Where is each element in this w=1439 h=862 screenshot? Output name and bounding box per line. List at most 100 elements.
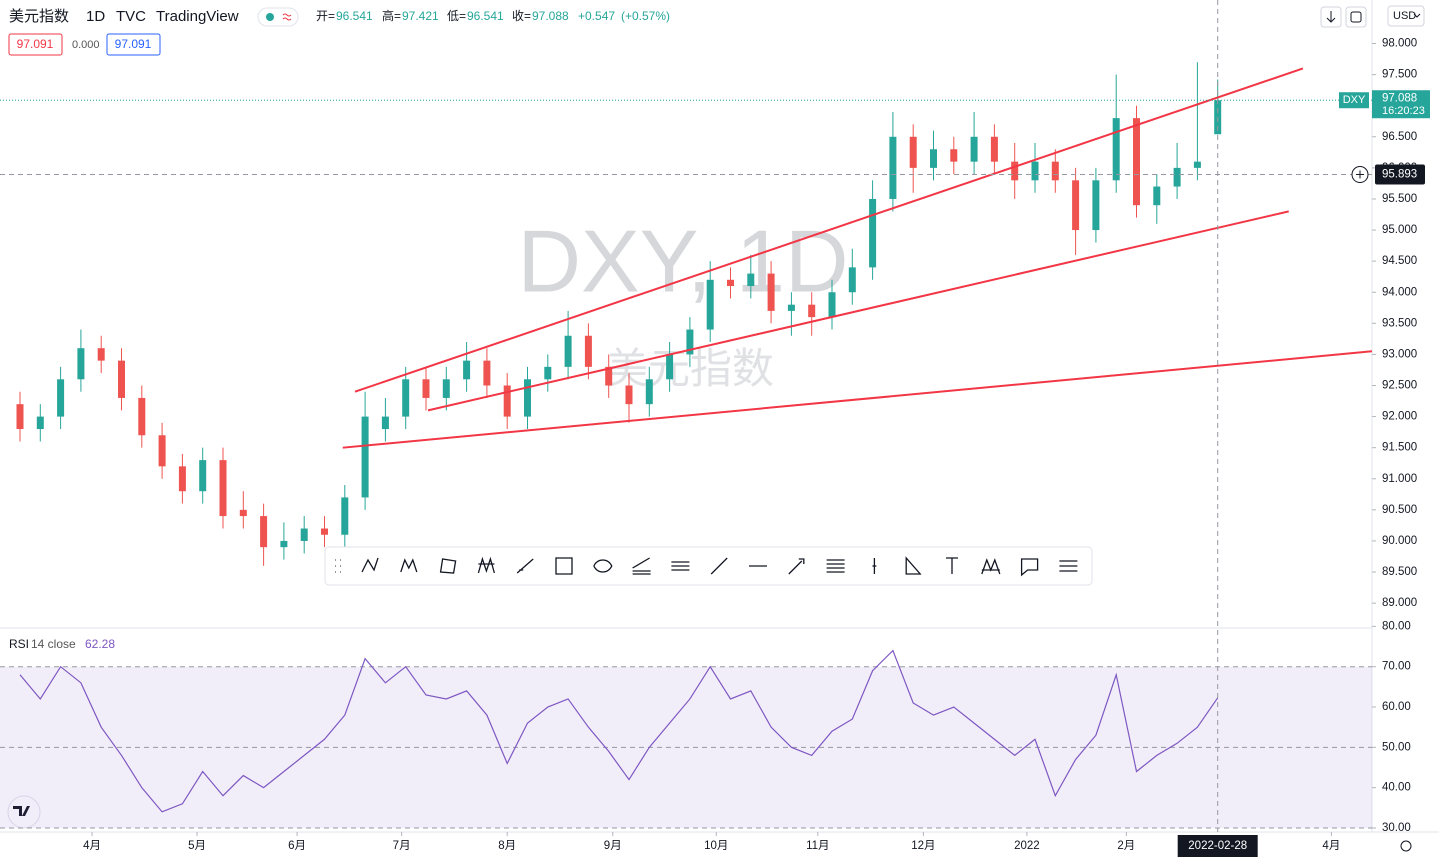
tool-button[interactable] <box>818 550 853 582</box>
download-icon <box>1326 11 1336 23</box>
trendline <box>354 67 1304 393</box>
candle-body <box>605 366 613 386</box>
y-tick-label: 93.000 <box>1382 348 1417 360</box>
y-tick-label: 95.500 <box>1382 193 1417 205</box>
trendline <box>427 210 1289 412</box>
candle-body <box>848 267 856 293</box>
y-tick-label: 90.500 <box>1382 504 1417 516</box>
watermark: DXY, 1D <box>518 211 849 310</box>
tool-button[interactable] <box>469 550 504 582</box>
candle-body <box>1153 186 1161 206</box>
tool-icon <box>826 559 845 573</box>
indicator-value: 97.091 <box>115 37 152 51</box>
settings-icon[interactable] <box>1400 840 1412 852</box>
x-tick-label: 6月 <box>288 840 306 852</box>
currency: USD <box>1393 10 1416 22</box>
tool-button[interactable] <box>1012 550 1047 582</box>
source: TradingView <box>156 8 239 25</box>
rsi-tick-label: 70.00 <box>1382 661 1411 673</box>
candle-body <box>503 385 511 417</box>
tool-icon <box>1020 558 1039 577</box>
reset-button[interactable] <box>1345 6 1367 28</box>
currency-selector[interactable] <box>1387 5 1425 27</box>
symbol: 美元指数 <box>9 8 69 25</box>
candle-body <box>138 397 146 436</box>
status-pill[interactable] <box>257 7 299 27</box>
candle-body <box>422 379 430 398</box>
candle-body <box>990 136 998 162</box>
candle-body <box>544 366 552 380</box>
y-tick-label: 97.500 <box>1382 69 1417 81</box>
candle-body <box>828 292 836 318</box>
candle-body <box>280 540 288 548</box>
tool-button[interactable] <box>585 550 620 582</box>
tool-icon <box>671 561 690 571</box>
candle-body <box>1031 161 1039 181</box>
x-tick-label: 10月 <box>704 840 728 852</box>
low-label: 低= <box>447 9 466 23</box>
rsi-params: 14 close <box>31 637 76 651</box>
candle-body <box>1092 180 1100 231</box>
tool-button[interactable] <box>973 550 1008 582</box>
close: 97.088 <box>532 9 569 23</box>
candle-body <box>909 136 917 168</box>
y-tick-label: 95.000 <box>1382 224 1417 236</box>
tool-button[interactable] <box>353 550 387 582</box>
status-dot <box>266 13 274 21</box>
y-tick-label: 93.500 <box>1382 317 1417 329</box>
candle-body <box>1011 161 1019 181</box>
rsi-tick-label: 40.00 <box>1382 782 1411 794</box>
y-tick-label: 89.000 <box>1382 597 1417 609</box>
indicator-value: 97.091 <box>17 37 54 51</box>
open-label: 开= <box>316 9 335 23</box>
x-tick-label: 5月 <box>188 840 206 852</box>
tool-button[interactable] <box>391 550 426 582</box>
candle-body <box>666 354 674 380</box>
candle-body <box>36 416 44 430</box>
y-tick-label: 92.000 <box>1382 411 1417 423</box>
candle-body <box>483 360 491 386</box>
x-tick-label: 2022 <box>1014 840 1040 852</box>
rsi-tick-label: 50.00 <box>1382 741 1411 753</box>
candle-body <box>381 416 389 430</box>
candle-body <box>57 379 65 417</box>
high-label: 高= <box>382 8 401 23</box>
y-tick-label: 94.500 <box>1382 255 1417 267</box>
candle-body <box>361 416 369 498</box>
rsi-last: 62.28 <box>85 637 115 651</box>
high: 97.421 <box>402 9 439 23</box>
candle-body <box>625 385 633 405</box>
y-tick-label: 98.000 <box>1382 38 1417 50</box>
tool-icon <box>400 558 418 573</box>
candle-body <box>1193 161 1201 168</box>
countdown: 16:20:23 <box>1382 105 1425 117</box>
reset-icon <box>1350 11 1362 23</box>
indicator-box <box>8 33 63 56</box>
trendline <box>342 350 1373 449</box>
y-tick-label: 92.500 <box>1382 380 1417 392</box>
drag-handle <box>335 559 341 573</box>
exchange: TVC <box>116 8 146 25</box>
y-tick-label: 90.000 <box>1382 535 1417 547</box>
candle-body <box>1072 180 1080 231</box>
candle-body <box>787 304 795 311</box>
candle-body <box>950 149 958 162</box>
dropdown-arrow <box>1413 13 1421 18</box>
candle-body <box>930 149 937 168</box>
y-tick-label: 94.000 <box>1382 286 1417 298</box>
y-tick-label: 96.500 <box>1382 131 1417 143</box>
tool-icon <box>632 557 651 575</box>
tool-icon <box>710 557 728 575</box>
tool-icon <box>439 558 457 574</box>
indicator-box <box>106 33 161 56</box>
y-tick-label: 91.500 <box>1382 442 1417 454</box>
tool-button[interactable] <box>547 550 581 582</box>
tool-button[interactable] <box>624 550 659 582</box>
candle-body <box>118 360 125 398</box>
rsi-name: RSI <box>9 637 29 651</box>
candle-body <box>199 460 207 492</box>
tool-button[interactable] <box>430 550 465 582</box>
candle-body <box>1112 118 1120 181</box>
crosshair-date: 2022-02-28 <box>1188 840 1247 852</box>
